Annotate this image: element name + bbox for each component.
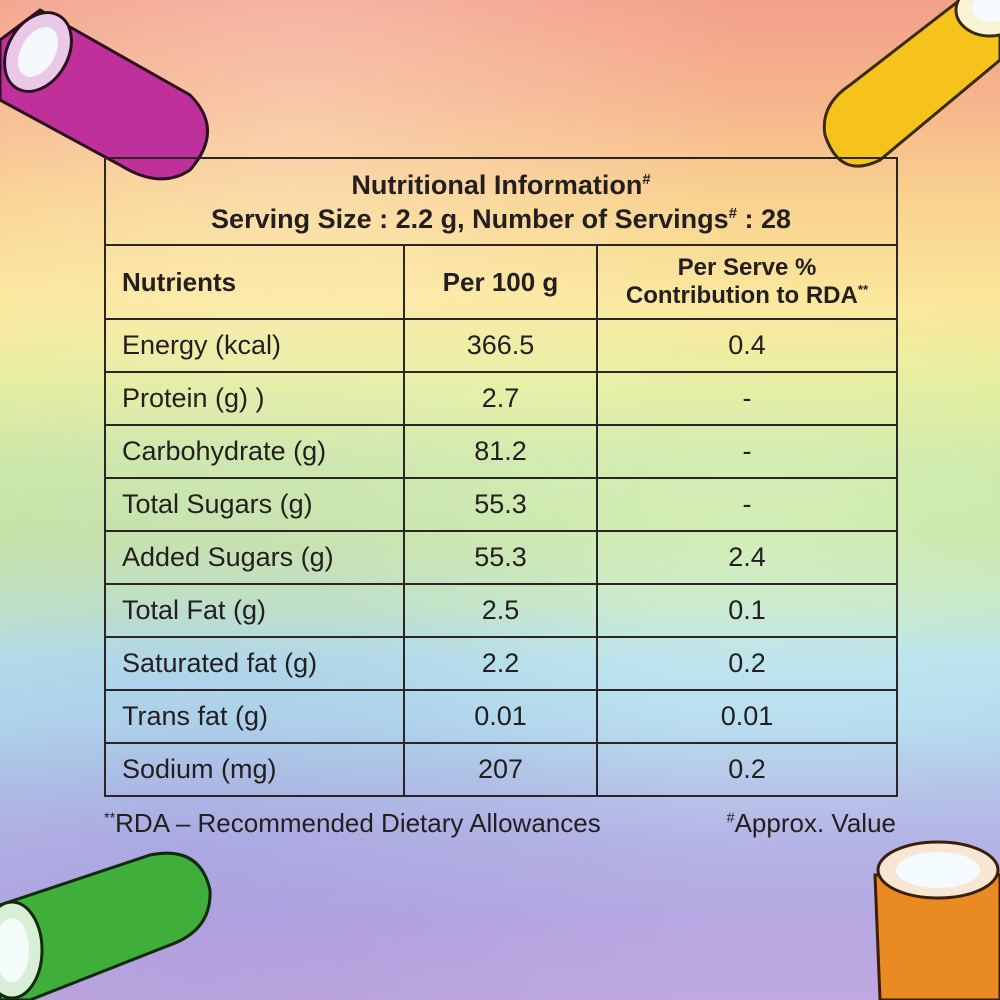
orange-candy-image bbox=[873, 840, 1000, 1000]
serving-mark: # bbox=[728, 205, 737, 222]
rda-value: 0.2 bbox=[595, 636, 899, 691]
rda-value: 0.2 bbox=[595, 742, 899, 797]
rda-value: 0.4 bbox=[595, 318, 899, 373]
rda-value: 2.4 bbox=[595, 530, 899, 585]
per-100g-value: 81.2 bbox=[403, 424, 598, 479]
table-row: Carbohydrate (g) 81.2 - bbox=[104, 424, 899, 479]
approx-footnote-text: Approx. Value bbox=[734, 808, 896, 838]
approx-footnote-mark: # bbox=[726, 810, 735, 827]
table-row: Saturated fat (g) 2.2 0.2 bbox=[104, 636, 899, 691]
table-row: Added Sugars (g) 55.3 2.4 bbox=[104, 530, 899, 585]
nutrient-name: Trans fat (g) bbox=[104, 689, 405, 744]
per-100g-value: 2.5 bbox=[403, 583, 598, 638]
rda-footnote-mark: ** bbox=[104, 810, 116, 827]
table-row: Protein (g) ) 2.7 - bbox=[104, 371, 899, 426]
nutrient-name: Total Sugars (g) bbox=[104, 477, 405, 532]
nutrient-name: Carbohydrate (g) bbox=[104, 424, 405, 479]
nutrient-name: Saturated fat (g) bbox=[104, 636, 405, 691]
yellow-candy-image bbox=[822, 0, 1000, 168]
header-per-100g: Per 100 g bbox=[403, 244, 598, 320]
nutrient-name: Protein (g) ) bbox=[104, 371, 405, 426]
nutrient-name: Total Fat (g) bbox=[104, 583, 405, 638]
rda-footnote: **RDA – Recommended Dietary Allowances bbox=[104, 808, 601, 839]
per-100g-value: 207 bbox=[403, 742, 598, 797]
nutrient-name: Sodium (mg) bbox=[104, 742, 405, 797]
header-rda-line1: Per Serve % bbox=[677, 254, 817, 281]
table-row: Trans fat (g) 0.01 0.01 bbox=[104, 689, 899, 744]
per-100g-value: 55.3 bbox=[403, 477, 598, 532]
title-mark: # bbox=[642, 171, 651, 188]
header-rda: Per Serve % Contribution to RDA** bbox=[595, 244, 899, 320]
serving-text: Serving Size : 2.2 g, Number of Servings bbox=[211, 203, 729, 234]
per-100g-value: 2.2 bbox=[403, 636, 598, 691]
table-row: Sodium (mg) 207 0.2 bbox=[104, 742, 899, 797]
per-100g-value: 366.5 bbox=[403, 318, 598, 373]
table-row: Total Fat (g) 2.5 0.1 bbox=[104, 583, 899, 638]
serving-count: : 28 bbox=[736, 203, 791, 234]
rda-footnote-text: RDA – Recommended Dietary Allowances bbox=[115, 808, 601, 838]
nutrition-panel: Nutritional Information# Serving Size : … bbox=[103, 157, 899, 797]
per-100g-value: 55.3 bbox=[403, 530, 598, 585]
approx-footnote: #Approx. Value bbox=[727, 808, 896, 839]
rda-value: - bbox=[595, 424, 899, 479]
table-row: Energy (kcal) 366.5 0.4 bbox=[104, 318, 899, 373]
title-text: Nutritional Information bbox=[351, 169, 643, 200]
rda-value: - bbox=[595, 371, 899, 426]
rda-value: 0.01 bbox=[595, 689, 899, 744]
header-nutrients: Nutrients bbox=[104, 244, 405, 320]
per-100g-value: 2.7 bbox=[403, 371, 598, 426]
green-candy-image bbox=[0, 851, 212, 1000]
header-rda-line2: Contribution to RDA bbox=[625, 282, 858, 309]
footnotes: **RDA – Recommended Dietary Allowances #… bbox=[104, 808, 896, 842]
table-title: Nutritional Information# Serving Size : … bbox=[103, 157, 899, 246]
header-rda-mark: ** bbox=[857, 282, 869, 297]
nutrient-name: Added Sugars (g) bbox=[104, 530, 405, 585]
nutrition-table: Nutritional Information# Serving Size : … bbox=[103, 157, 899, 797]
per-100g-value: 0.01 bbox=[403, 689, 598, 744]
table-row: Total Sugars (g) 55.3 - bbox=[104, 477, 899, 532]
rda-value: - bbox=[595, 477, 899, 532]
nutrient-name: Energy (kcal) bbox=[104, 318, 405, 373]
rda-value: 0.1 bbox=[595, 583, 899, 638]
